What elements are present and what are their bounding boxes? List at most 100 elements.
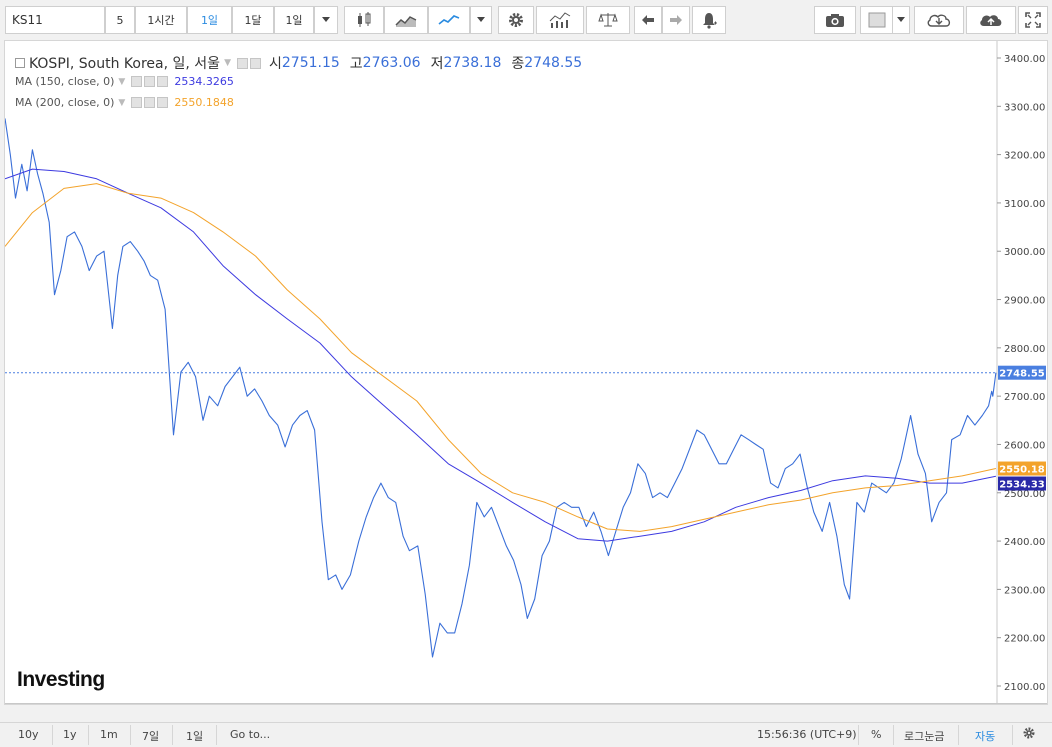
- alert-button[interactable]: [692, 6, 726, 34]
- symbol-input[interactable]: KS11: [5, 6, 105, 34]
- range-7d-button[interactable]: 7일: [142, 730, 160, 743]
- range-1m-button[interactable]: 1m: [100, 728, 118, 741]
- last-price-tag-bg: [998, 365, 1046, 380]
- divider: [958, 725, 959, 745]
- legend-dropdown-icon[interactable]: ▼: [118, 76, 126, 87]
- y-tick-label: 2600.00: [1004, 440, 1045, 451]
- range-1y-button[interactable]: 1y: [63, 728, 77, 741]
- y-tick-label: 3000.00: [1004, 247, 1045, 258]
- divider: [1012, 725, 1013, 745]
- undo-button[interactable]: [634, 6, 662, 34]
- settings-button[interactable]: [498, 6, 534, 34]
- percent-scale-button[interactable]: %: [871, 728, 882, 741]
- chart-panel[interactable]: 3400.00 3300.00 3200.00 3100.00 3000.00 2900.…: [4, 40, 1048, 705]
- compare-button[interactable]: [586, 6, 630, 34]
- cloud-upload-icon: [980, 15, 1002, 26]
- interval-dropdown-button[interactable]: [314, 6, 338, 34]
- divider: [130, 725, 131, 745]
- collapse-legend-icon[interactable]: [15, 58, 25, 68]
- log-scale-button[interactable]: 로그눈금: [904, 730, 945, 743]
- divider: [172, 725, 173, 745]
- settings-small-icon[interactable]: [144, 76, 156, 87]
- y-tick-label: 3200.00: [1004, 151, 1045, 162]
- ma150-label: MA (150, close, 0): [15, 75, 115, 88]
- ma200-label: MA (200, close, 0): [15, 96, 115, 109]
- auto-scale-button[interactable]: 자동: [975, 730, 996, 743]
- ma200-price-tag: 2550.18: [998, 461, 1046, 476]
- dropdown-icon: [322, 17, 330, 22]
- mountain-chart-button[interactable]: [384, 6, 428, 34]
- y-tick-label: 2400.00: [1004, 537, 1045, 548]
- legend-dropdown-icon[interactable]: ▼: [118, 97, 126, 108]
- high-value: 2763.06: [362, 55, 421, 71]
- gear-icon: [1023, 727, 1035, 739]
- y-tick-label: 2100.00: [1004, 682, 1045, 693]
- ma200-line: [5, 183, 997, 532]
- range-10y-button[interactable]: 10y: [18, 728, 39, 741]
- eye-icon[interactable]: [131, 97, 143, 108]
- ma150-legend: MA (150, close, 0) ▼ 2534.3265: [15, 75, 234, 88]
- chart-type-dropdown[interactable]: [470, 6, 492, 34]
- close-icon[interactable]: [157, 76, 169, 87]
- redo-button[interactable]: [662, 6, 690, 34]
- eye-icon[interactable]: [236, 57, 248, 69]
- fullscreen-button[interactable]: [1018, 6, 1048, 34]
- redo-icon: [670, 15, 682, 25]
- y-tick-label: 3400.00: [1004, 54, 1045, 65]
- ma150-price-tag-label: 2534.33: [999, 480, 1045, 491]
- divider: [52, 725, 53, 745]
- alert-icon: [703, 13, 717, 29]
- y-tick-label: 2900.00: [1004, 296, 1045, 307]
- legend-dropdown-icon[interactable]: ▼: [224, 58, 231, 68]
- last-price-tag-label: 2748.55: [999, 369, 1045, 380]
- divider: [893, 725, 894, 745]
- bottom-toolbar: 10y 1y 1m 7일 1일 Go to... 15:56:36 (UTC+9…: [0, 722, 1052, 747]
- interval-custom-button[interactable]: 1일: [274, 6, 314, 34]
- y-tick-label: 3100.00: [1004, 199, 1045, 210]
- low-label: 저: [430, 56, 444, 72]
- divider: [858, 725, 859, 745]
- line-chart-icon: [438, 15, 460, 25]
- divider: [216, 725, 217, 745]
- interval-1hour-button[interactable]: 1시간: [135, 6, 187, 34]
- ma150-line: [5, 168, 997, 542]
- bar-study-icon: [549, 12, 571, 28]
- y-tick-label: 2700.00: [1004, 392, 1045, 403]
- ma200-value: 2550.1848: [174, 96, 234, 109]
- indicators-button[interactable]: [536, 6, 584, 34]
- close-value: 2748.55: [524, 55, 583, 71]
- line-chart-button[interactable]: [428, 6, 470, 34]
- cloud-download-icon: [927, 14, 951, 27]
- template-dropdown[interactable]: [892, 6, 910, 34]
- range-1d-button[interactable]: 1일: [186, 730, 204, 743]
- balance-icon: [598, 13, 618, 27]
- candlestick-icon: [358, 12, 371, 27]
- save-chart-button[interactable]: [966, 6, 1016, 34]
- divider: [88, 725, 89, 745]
- instrument-title: KOSPI, South Korea, 일, 서울: [29, 56, 221, 72]
- dropdown-icon: [477, 17, 485, 22]
- candlestick-button[interactable]: [344, 6, 384, 34]
- mountain-chart-icon: [395, 16, 417, 27]
- y-tick-label: 2500.00: [1004, 489, 1045, 500]
- dropdown-icon: [897, 17, 905, 22]
- gear-icon: [509, 13, 523, 27]
- interval-1month-button[interactable]: 1달: [232, 6, 274, 34]
- top-toolbar: KS11 5 1시간 1일 1달 1일: [0, 0, 1052, 40]
- settings-small-icon[interactable]: [144, 97, 156, 108]
- open-value: 2751.15: [281, 55, 340, 71]
- ma200-price-tag-label: 2550.18: [999, 465, 1045, 476]
- interval-input[interactable]: 5: [105, 6, 135, 34]
- chart-canvas[interactable]: 3400.00 3300.00 3200.00 3100.00 3000.00 2900.…: [5, 41, 1047, 704]
- close-icon[interactable]: [157, 97, 169, 108]
- settings-small-icon[interactable]: [249, 57, 261, 69]
- screenshot-button[interactable]: [814, 6, 856, 34]
- chart-properties-button[interactable]: [1022, 726, 1036, 743]
- low-value: 2738.18: [443, 55, 502, 71]
- template-button[interactable]: [860, 6, 894, 34]
- load-chart-button[interactable]: [914, 6, 964, 34]
- eye-icon[interactable]: [131, 76, 143, 87]
- goto-button[interactable]: Go to...: [230, 728, 271, 741]
- clock-readout[interactable]: 15:56:36 (UTC+9): [757, 728, 857, 741]
- interval-1day-button[interactable]: 1일: [187, 6, 232, 34]
